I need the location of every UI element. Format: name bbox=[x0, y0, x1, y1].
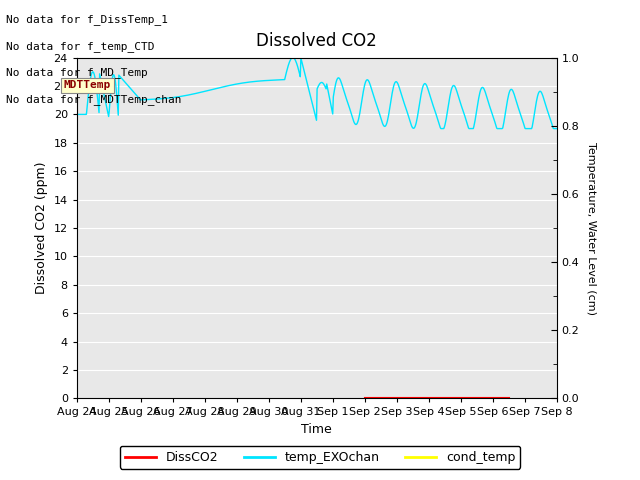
Y-axis label: Temperature, Water Level (cm): Temperature, Water Level (cm) bbox=[586, 142, 596, 314]
Y-axis label: Dissolved CO2 (ppm): Dissolved CO2 (ppm) bbox=[35, 162, 48, 294]
Text: No data for f_MDTTemp_chan: No data for f_MDTTemp_chan bbox=[6, 94, 182, 105]
Title: Dissolved CO2: Dissolved CO2 bbox=[257, 33, 377, 50]
Text: No data for f_MD_Temp: No data for f_MD_Temp bbox=[6, 67, 148, 78]
Text: No data for f_temp_CTD: No data for f_temp_CTD bbox=[6, 41, 155, 52]
Text: No data for f_DissTemp_1: No data for f_DissTemp_1 bbox=[6, 14, 168, 25]
Legend: DissCO2, temp_EXOchan, cond_temp: DissCO2, temp_EXOchan, cond_temp bbox=[120, 446, 520, 469]
Text: MDTTemp: MDTTemp bbox=[64, 80, 111, 90]
X-axis label: Time: Time bbox=[301, 423, 332, 436]
